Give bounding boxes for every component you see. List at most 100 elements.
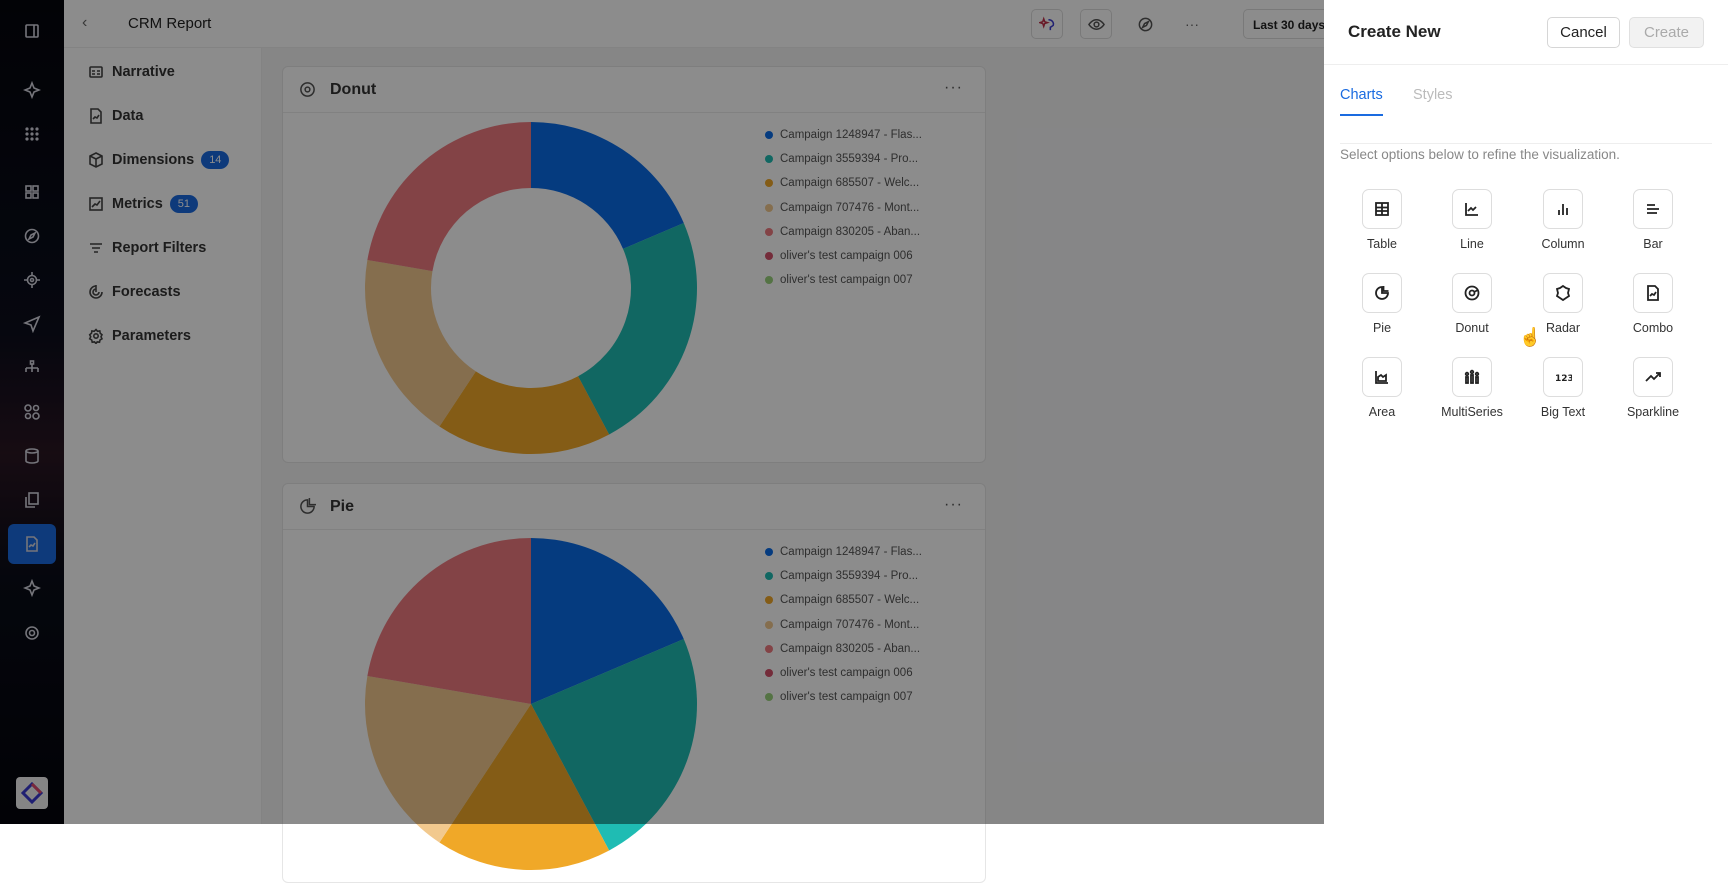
gear-icon xyxy=(88,328,104,344)
back-chevron-icon[interactable]: ‹ xyxy=(82,14,88,31)
legend-item[interactable]: Campaign 685507 - Welc... xyxy=(765,588,922,612)
nav-item-narrative[interactable]: Narrative xyxy=(88,60,175,84)
create-button[interactable]: Create xyxy=(1629,17,1704,48)
legend-label: oliver's test campaign 006 xyxy=(780,667,913,680)
tab-styles[interactable]: Styles xyxy=(1413,87,1453,103)
sparkle-icon[interactable] xyxy=(16,74,48,106)
nav-item-dimensions[interactable]: Dimensions 14 xyxy=(88,148,230,172)
app-logo[interactable] xyxy=(16,777,48,809)
legend-item[interactable]: Campaign 707476 - Mont... xyxy=(765,196,922,220)
dashboard-icon[interactable] xyxy=(16,176,48,208)
card-more-options-icon[interactable]: ··· xyxy=(944,496,963,513)
chart-type-option-table[interactable]: Table xyxy=(1342,189,1422,251)
more-options-icon[interactable]: ··· xyxy=(1185,16,1199,32)
ai-sparkle-icon[interactable] xyxy=(16,572,48,604)
chart-type-option-radar[interactable]: Radar xyxy=(1523,273,1603,335)
nav-label: Forecasts xyxy=(112,284,181,300)
legend-item[interactable]: Campaign 685507 - Welc... xyxy=(765,171,922,195)
option-label: Sparkline xyxy=(1626,405,1680,419)
legend-label: Campaign 707476 - Mont... xyxy=(780,201,920,214)
legend-item[interactable]: Campaign 3559394 - Pro... xyxy=(765,147,922,171)
legend-item[interactable]: Campaign 1248947 - Flas... xyxy=(765,540,922,564)
legend-item[interactable]: Campaign 830205 - Aban... xyxy=(765,637,922,661)
svg-text:123: 123 xyxy=(1555,374,1572,384)
shapes-icon[interactable] xyxy=(16,396,48,428)
nav-item-metrics[interactable]: Metrics 51 xyxy=(88,192,199,216)
chart-type-option-area[interactable]: Area xyxy=(1342,357,1422,419)
legend-item[interactable]: oliver's test campaign 007 xyxy=(765,685,922,709)
nav-item-forecasts[interactable]: Forecasts xyxy=(88,280,181,304)
legend-item[interactable]: Campaign 1248947 - Flas... xyxy=(765,123,922,147)
panel-title: Create New xyxy=(1348,22,1441,41)
legend-item[interactable]: Campaign 3559394 - Pro... xyxy=(765,564,922,588)
slice-0[interactable] xyxy=(531,538,684,704)
reports-icon[interactable] xyxy=(8,524,56,564)
chart-type-option-column[interactable]: Column xyxy=(1523,189,1603,251)
slice-0[interactable] xyxy=(531,122,684,249)
explore-compass-button[interactable] xyxy=(1129,9,1161,39)
cube-icon xyxy=(89,152,103,168)
chart-type-option-multiseries[interactable]: MultiSeries xyxy=(1432,357,1512,419)
slice-4[interactable] xyxy=(367,538,531,704)
legend-label: oliver's test campaign 007 xyxy=(780,691,913,704)
modal-backdrop[interactable] xyxy=(0,0,1324,824)
slice-4[interactable] xyxy=(367,122,531,272)
chart-legend: Campaign 1248947 - Flas... Campaign 35593… xyxy=(765,123,922,292)
legend-item[interactable]: Campaign 830205 - Aban... xyxy=(765,220,922,244)
legend-label: Campaign 1248947 - Flas... xyxy=(780,546,922,559)
settings-icon[interactable] xyxy=(16,617,48,649)
data-file-icon xyxy=(90,108,102,124)
ai-assistant-button[interactable] xyxy=(1031,9,1063,39)
chart-type-option-donut[interactable]: Donut xyxy=(1432,273,1512,335)
legend-swatch xyxy=(765,252,773,261)
target-icon[interactable] xyxy=(16,264,48,296)
preview-eye-button[interactable] xyxy=(1080,9,1112,39)
card-more-options-icon[interactable]: ··· xyxy=(944,79,963,96)
pie-chart-icon xyxy=(1362,273,1402,313)
apps-grid-icon[interactable] xyxy=(16,118,48,150)
legend-label: Campaign 3559394 - Pro... xyxy=(780,570,919,583)
legend-label: oliver's test campaign 006 xyxy=(780,250,913,263)
donut-chart-icon xyxy=(1452,273,1492,313)
pie-chart-card[interactable]: Pie ··· Campaign 1248947 - Flas... Campai… xyxy=(282,483,986,883)
database-icon[interactable] xyxy=(16,440,48,472)
chart-type-option-bar[interactable]: Bar xyxy=(1613,189,1693,251)
radar-chart-icon xyxy=(1543,273,1583,313)
page-title: CRM Report xyxy=(128,15,212,32)
legend-label: oliver's test campaign 007 xyxy=(780,274,913,287)
legend-swatch xyxy=(765,155,773,164)
legend-item[interactable]: Campaign 707476 - Mont... xyxy=(765,613,922,637)
hierarchy-icon[interactable] xyxy=(16,352,48,384)
option-label: Combo xyxy=(1632,321,1674,335)
legend-item[interactable]: oliver's test campaign 006 xyxy=(765,661,922,685)
collapse-sidebar-icon[interactable] xyxy=(16,15,48,47)
nav-label: Parameters xyxy=(112,328,191,344)
chart-type-option-combo[interactable]: Combo xyxy=(1613,273,1693,335)
slice-1[interactable] xyxy=(578,223,697,435)
metrics-count-badge: 51 xyxy=(169,195,199,213)
chart-type-option-line[interactable]: Line xyxy=(1432,189,1512,251)
donut-chart-card[interactable]: Donut ··· Campaign 1248947 - Flas... Camp… xyxy=(282,66,986,463)
nav-item-report-filters[interactable]: Report Filters xyxy=(88,236,206,260)
chart-type-option-pie[interactable]: Pie xyxy=(1342,273,1422,335)
documents-icon[interactable] xyxy=(16,484,48,516)
legend-item[interactable]: oliver's test campaign 006 xyxy=(765,244,922,268)
legend-swatch xyxy=(765,548,773,557)
chart-type-option-sparkline[interactable]: Sparkline xyxy=(1613,357,1693,419)
option-label: MultiSeries xyxy=(1441,405,1503,419)
option-label: Line xyxy=(1460,237,1484,251)
legend-swatch xyxy=(765,227,773,236)
slice-3[interactable] xyxy=(365,675,531,843)
compass-icon[interactable] xyxy=(16,220,48,252)
slice-2[interactable] xyxy=(439,371,610,454)
tab-charts[interactable]: Charts xyxy=(1340,87,1383,116)
cancel-button[interactable]: Cancel xyxy=(1547,17,1620,48)
slice-1[interactable] xyxy=(531,639,697,851)
send-icon[interactable] xyxy=(16,308,48,340)
legend-swatch xyxy=(765,179,773,188)
slice-3[interactable] xyxy=(365,259,476,427)
chart-type-option-big-text[interactable]: 123 Big Text xyxy=(1523,357,1603,419)
nav-item-data[interactable]: Data xyxy=(88,104,143,128)
legend-item[interactable]: oliver's test campaign 007 xyxy=(765,268,922,292)
nav-item-parameters[interactable]: Parameters xyxy=(88,324,191,348)
